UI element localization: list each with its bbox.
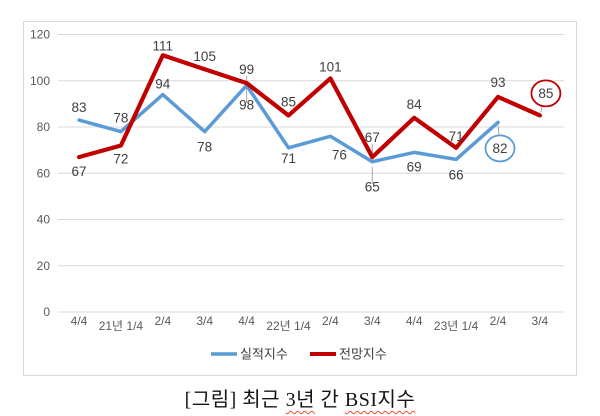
circle-leader-line	[540, 105, 543, 113]
x-tick-label: 4/4	[238, 314, 255, 328]
data-label-circled: 82	[492, 141, 507, 156]
data-label: 99	[239, 62, 254, 77]
data-label: 85	[281, 94, 296, 109]
x-tick-label: 2/4	[490, 314, 507, 328]
x-tick-label: 3/4	[532, 314, 549, 328]
x-tick-label: 4/4	[406, 314, 423, 328]
x-axis-labels: 4/4 21년 1/4 2/4 3/4 4/4 22년 1/4 2/4 3/4 4/4 23년 1…	[71, 314, 549, 333]
data-label: 69	[407, 159, 422, 174]
x-tick-label: 3/4	[196, 314, 213, 328]
data-label: 78	[113, 111, 128, 126]
y-axis-labels: 0 20 40 60 80 100 120	[30, 28, 50, 320]
data-label: 94	[155, 77, 171, 92]
x-tick-label: 2/4	[322, 314, 339, 328]
data-label: 71	[281, 151, 296, 166]
y-tick-label: 40	[37, 213, 51, 227]
bsi-line-chart: 0 20 40 60 80 100 120 4/4 21년 1/4 2/4 3/4 4/4 22년 1/…	[30, 28, 564, 362]
data-label: 67	[365, 130, 380, 145]
x-tick-label: 4/4	[71, 314, 88, 328]
data-label: 93	[490, 75, 505, 90]
data-labels: 83 78 94 78 98 71 76 65 69 66 82 67 72 111 105 99 85 101 6…	[71, 38, 562, 195]
data-label-circled: 85	[538, 86, 553, 101]
caption-text: [그림] 최근	[184, 389, 286, 411]
data-label: 111	[153, 38, 174, 53]
gridlines	[58, 34, 564, 313]
data-label: 84	[407, 97, 423, 112]
series-line-actual	[77, 83, 500, 164]
legend-label-actual: 실적지수	[240, 347, 288, 362]
x-tick-label: 22년 1/4	[266, 319, 311, 333]
x-tick-label: 3/4	[364, 314, 381, 328]
data-label: 83	[71, 100, 86, 115]
x-tick-label: 23년 1/4	[434, 319, 479, 333]
data-label: 101	[319, 59, 342, 74]
data-label: 65	[365, 180, 380, 195]
circle-leader-line	[497, 125, 500, 136]
data-label: 76	[332, 147, 347, 162]
y-tick-label: 60	[37, 166, 51, 180]
data-label: 72	[113, 152, 128, 167]
data-label: 66	[449, 167, 464, 182]
y-tick-label: 100	[30, 74, 50, 88]
caption-text-underlined: BSI지수	[344, 389, 416, 411]
y-tick-label: 0	[43, 305, 50, 319]
x-tick-label: 2/4	[154, 314, 171, 328]
bsi-chart-frame: 0 20 40 60 80 100 120 4/4 21년 1/4 2/4 3/4 4/4 22년 1/…	[23, 21, 577, 376]
y-tick-label: 20	[37, 259, 51, 273]
y-tick-label: 80	[37, 120, 51, 134]
series-line-forecast	[76, 53, 543, 160]
data-label: 98	[239, 97, 254, 112]
y-tick-label: 120	[30, 28, 50, 42]
x-tick-label: 21년 1/4	[99, 319, 144, 333]
highlight-circle-actual	[484, 134, 516, 163]
series-lines	[76, 53, 543, 164]
data-label: 105	[193, 49, 216, 64]
caption-text-underlined: 3년	[285, 389, 315, 411]
data-label: 78	[197, 140, 212, 155]
legend: 실적지수 전망지수	[211, 347, 387, 362]
label-leader-lines	[246, 76, 373, 184]
figure-caption: [그림] 최근 3년 간 BSI지수	[0, 383, 600, 412]
data-label: 67	[71, 164, 86, 179]
legend-label-forecast: 전망지수	[339, 347, 387, 362]
highlight-circle-forecast	[530, 79, 562, 108]
data-label: 71	[449, 129, 464, 144]
caption-text: 간	[314, 389, 345, 411]
